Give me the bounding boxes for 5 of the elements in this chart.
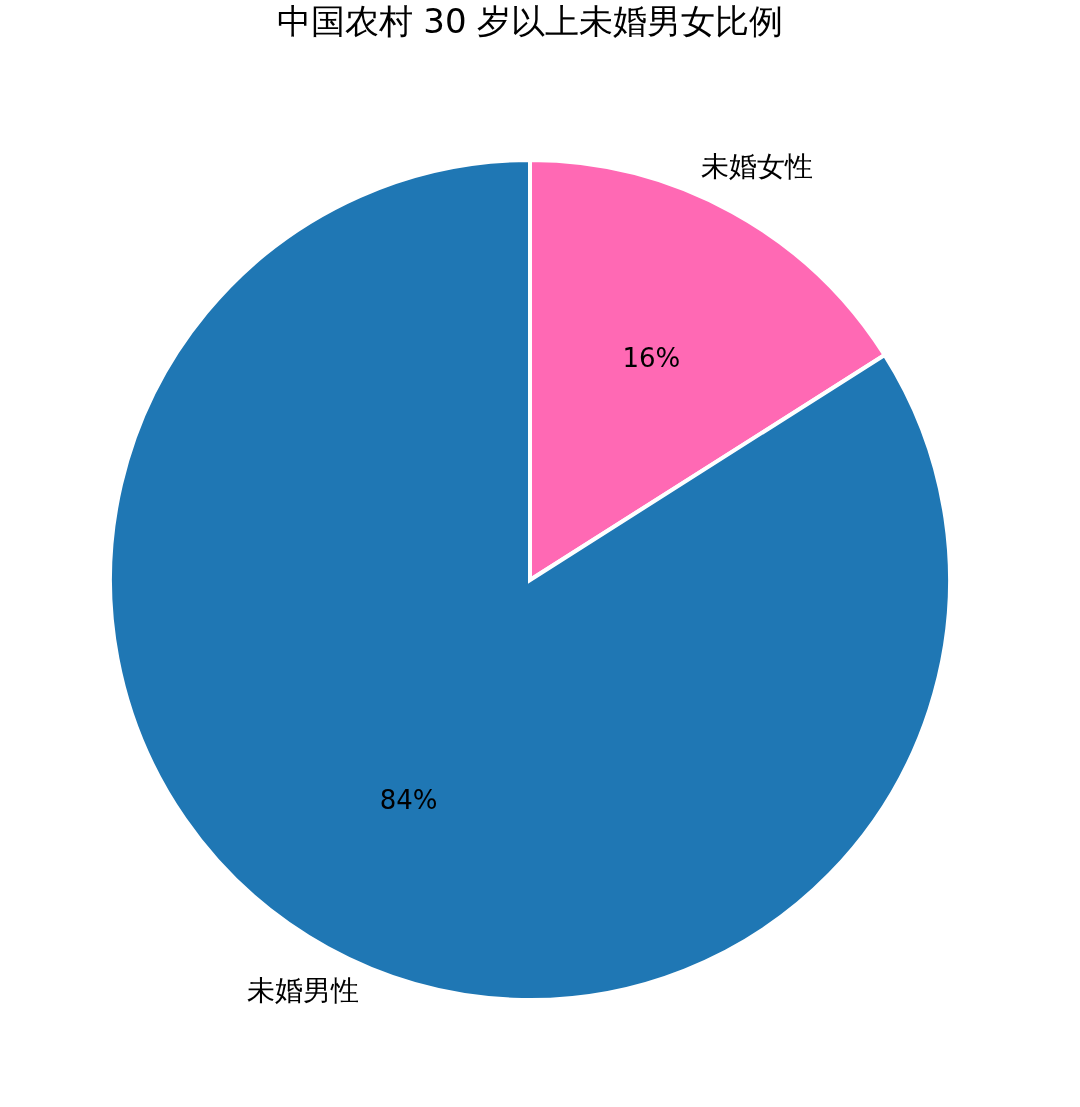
chart-title: 中国农村 30 岁以上未婚男女比例: [276, 1, 784, 41]
data-label: 84%: [379, 784, 438, 815]
slice-label: 未婚男性: [247, 974, 360, 1008]
slice-label: 未婚女性: [700, 149, 813, 183]
data-label: 16%: [622, 343, 681, 374]
